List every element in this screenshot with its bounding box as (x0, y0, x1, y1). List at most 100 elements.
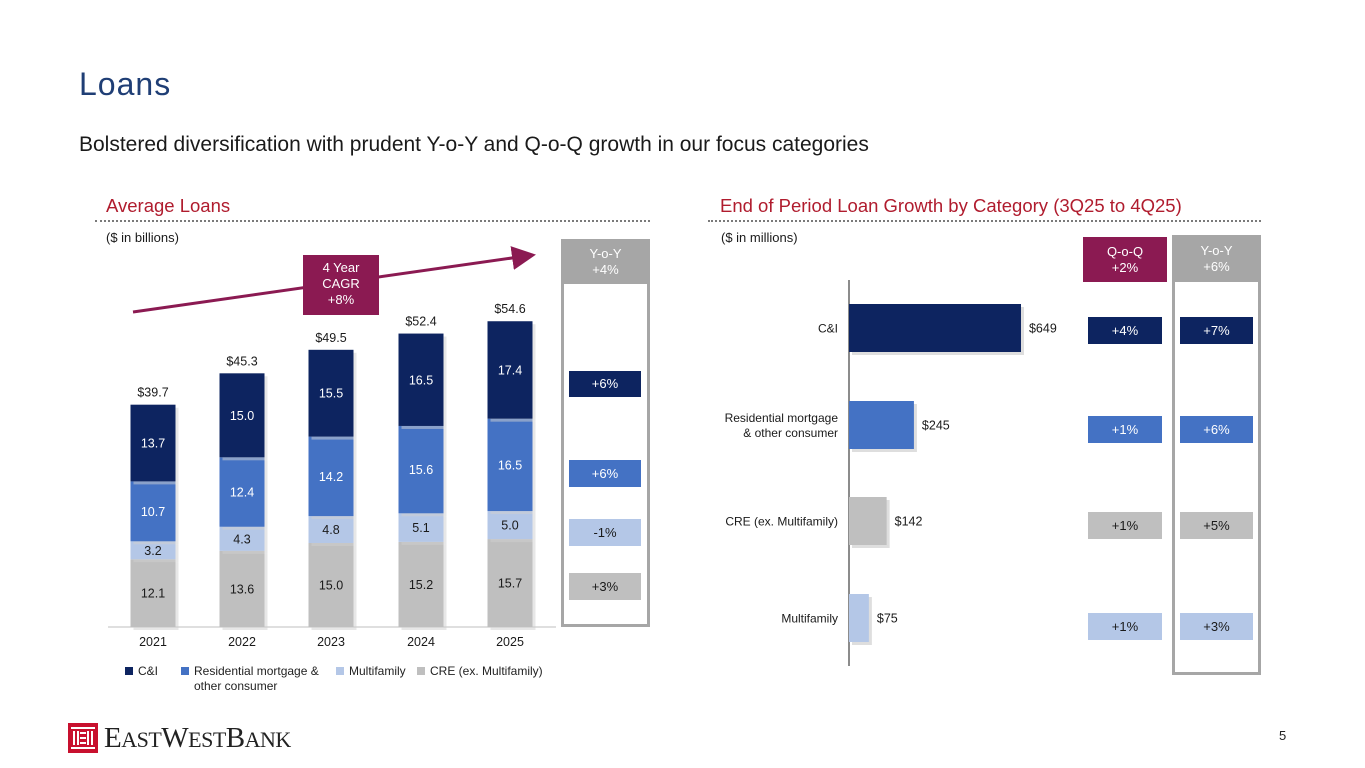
legend-multi: Multifamily (336, 664, 406, 679)
bar-label-resi-2021: 10.7 (141, 505, 165, 519)
bar-total-2024: $52.4 (405, 315, 436, 329)
qoq-label: Q-o-Q (1106, 244, 1144, 259)
bar-total-2022: $45.3 (226, 354, 257, 368)
bar-label-cre-2025: 15.7 (498, 577, 522, 591)
cagr-box: 4 Year CAGR +8% (303, 255, 379, 315)
bar-label-resi-2023: 14.2 (319, 470, 343, 484)
bar-multifamily-2025 (487, 511, 533, 540)
loan-growth-chart: $649 C&I $245 Residential mortgage & other c… (725, 280, 1057, 666)
bar-resi-2022 (219, 457, 265, 527)
bar-cre-2025 (487, 539, 533, 627)
hbar-ci (849, 304, 1021, 352)
left-yoy-pill-cre: +3% (569, 573, 641, 600)
yoy-pill-cre: +5% (1180, 512, 1253, 539)
bar-ci-2025 (487, 321, 533, 419)
bar-total-2023: $49.5 (315, 331, 346, 345)
right-yoy-header: Y-o-Y +6% (1172, 235, 1261, 282)
right-yoy-value: +6% (1203, 259, 1230, 274)
bar-resi-2025 (487, 418, 533, 512)
right-yoy-label: Y-o-Y (1200, 243, 1233, 258)
left-unit-label: ($ in billions) (106, 230, 179, 245)
yoy-pill-ci: +7% (1180, 317, 1253, 344)
qoq-pill-multi: +1% (1088, 613, 1162, 640)
bar-label-ci-2025: 17.4 (498, 363, 522, 377)
bar-label-ci-2021: 13.7 (141, 437, 165, 451)
bar-multifamily-2021 (130, 541, 176, 560)
bar-label-multifamily-2021: 3.2 (144, 544, 161, 558)
left-yoy-pill-ci: +6% (569, 371, 641, 397)
eastwest-logo-icon (68, 723, 98, 753)
legend-multi-swatch (336, 667, 344, 675)
left-yoy-pill-multi: -1% (569, 519, 641, 546)
hbar-category-multifamily: Multifamily (781, 612, 838, 626)
left-yoy-pill-resi: +6% (569, 460, 641, 487)
x-tick-2022: 2022 (228, 635, 256, 649)
bar-ci-2024 (398, 333, 444, 426)
hbar-value-resi: $245 (922, 419, 950, 433)
bar-label-resi-2024: 15.6 (409, 463, 433, 477)
bar-cre-2023 (308, 543, 354, 627)
legend-cre-swatch (417, 667, 425, 675)
left-divider (95, 220, 650, 222)
average-loans-chart: 12.1 3.2 10.7 13.7 $39.7 2021 13.6 4.3 12.4 15.0 $… (108, 302, 556, 649)
bar-label-ci-2024: 16.5 (409, 373, 433, 387)
legend-resi-swatch (181, 667, 189, 675)
left-yoy-header: Y-o-Y +4% (561, 239, 650, 284)
page-title: Loans (79, 66, 172, 102)
bar-multifamily-2022 (219, 526, 265, 551)
bar-label-ci-2023: 15.5 (319, 387, 343, 401)
hbar-category-resi: Residential mortgage & other consumer (725, 411, 839, 440)
qoq-pill-resi: +1% (1088, 416, 1162, 443)
qoq-pill-ci: +4% (1088, 317, 1162, 344)
hbar-multifamily (849, 594, 869, 642)
bar-cre-2024 (398, 541, 444, 627)
average-loans-title: Average Loans (106, 195, 231, 216)
bar-resi-2023 (308, 436, 354, 517)
hbar-cre (849, 497, 887, 545)
hbar-category-resi-line2: & other consumer (743, 426, 838, 440)
x-tick-2023: 2023 (317, 635, 345, 649)
yoy-pill-resi: +6% (1180, 416, 1253, 443)
bar-label-multifamily-2025: 5.0 (501, 519, 518, 533)
legend-resi-label: Residential mortgage & other consumer (194, 664, 319, 693)
yoy-pill-multi: +3% (1180, 613, 1253, 640)
legend-resi: Residential mortgage & other consumer (181, 664, 324, 694)
bar-total-2025: $54.6 (494, 302, 525, 316)
hbar-value-ci: $649 (1029, 322, 1057, 336)
legend-ci-swatch (125, 667, 133, 675)
bar-label-cre-2022: 13.6 (230, 582, 254, 596)
page-subtitle: Bolstered diversification with prudent Y… (79, 133, 869, 156)
bar-label-resi-2025: 16.5 (498, 458, 522, 472)
hbar-category-cre: CRE (ex. Multifamily) (725, 515, 838, 529)
qoq-pill-cre: +1% (1088, 512, 1162, 539)
brand-name: EASTWESTBANK (104, 722, 291, 754)
qoq-header: Q-o-Q +2% (1083, 237, 1167, 282)
bar-label-multifamily-2024: 5.1 (412, 521, 429, 535)
hbar-resi (849, 401, 914, 449)
cagr-line2: CAGR (322, 276, 360, 291)
right-unit-label: ($ in millions) (721, 230, 798, 245)
bar-multifamily-2023 (308, 516, 354, 543)
bar-label-cre-2024: 15.2 (409, 578, 433, 592)
right-divider (708, 220, 1261, 222)
loan-growth-title: End of Period Loan Growth by Category (3… (720, 195, 1182, 216)
x-tick-2024: 2024 (407, 635, 435, 649)
cagr-line3: +8% (327, 292, 355, 307)
bar-label-cre-2023: 15.0 (319, 579, 343, 593)
bar-label-multifamily-2023: 4.8 (322, 523, 339, 537)
bar-cre-2022 (219, 550, 265, 627)
bar-resi-2021 (130, 481, 176, 542)
bar-total-2021: $39.7 (137, 386, 168, 400)
legend-multi-label: Multifamily (349, 664, 406, 678)
cagr-line1: 4 Year (322, 260, 360, 275)
page-number: 5 (1279, 728, 1287, 743)
bar-multifamily-2024 (398, 513, 444, 542)
hbar-category-resi-line1: Residential mortgage (725, 411, 839, 425)
legend-ci-label: C&I (138, 664, 159, 678)
legend-ci: C&I (125, 664, 158, 679)
left-yoy-label: Y-o-Y (589, 246, 622, 261)
legend-cre: CRE (ex. Multifamily) (417, 664, 543, 679)
bar-label-ci-2022: 15.0 (230, 409, 254, 423)
hbar-value-cre: $142 (895, 515, 923, 529)
bar-cre-2021 (130, 559, 176, 627)
